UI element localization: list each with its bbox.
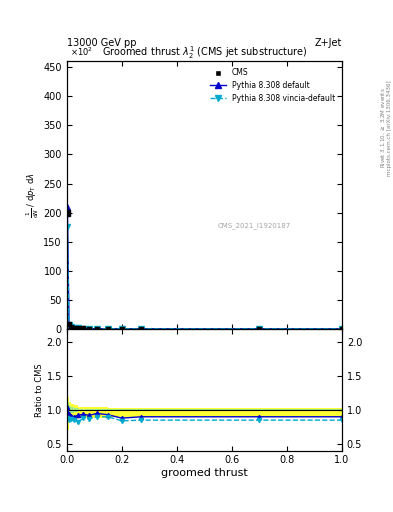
Pythia 8.308 default [75, 325, 80, 331]
Legend: CMS, Pythia 8.308 default, Pythia 8.308 vincia-default: CMS, Pythia 8.308 default, Pythia 8.308 … [208, 65, 338, 106]
Pythia 8.308 vincia-default [257, 326, 262, 332]
Pythia 8.308 default [86, 326, 91, 332]
Text: mcplots.cern.ch [arXiv:1306.3436]: mcplots.cern.ch [arXiv:1306.3436] [387, 80, 391, 176]
Pythia 8.308 vincia-default [72, 325, 76, 331]
Pythia 8.308 vincia-default [68, 324, 73, 330]
Pythia 8.308 vincia-default [65, 224, 70, 230]
Pythia 8.308 vincia-default [139, 326, 143, 332]
Y-axis label: Ratio to CMS: Ratio to CMS [35, 363, 44, 417]
Pythia 8.308 vincia-default [119, 326, 124, 332]
Text: Z+Jet: Z+Jet [314, 38, 342, 48]
Pythia 8.308 default [139, 326, 143, 332]
Y-axis label: $\frac{1}{\mathrm{d}N}$ / $\mathrm{d}p_\mathrm{T}$ $\mathrm{d}\lambda$: $\frac{1}{\mathrm{d}N}$ / $\mathrm{d}p_\… [24, 172, 40, 218]
Text: Rivet 3.1.10, $\geq$ 3.2M events: Rivet 3.1.10, $\geq$ 3.2M events [379, 88, 387, 168]
Pythia 8.308 default [81, 326, 86, 332]
Pythia 8.308 default [106, 326, 110, 332]
Pythia 8.308 default [65, 204, 70, 210]
Line: Pythia 8.308 vincia-default: Pythia 8.308 vincia-default [64, 224, 345, 332]
X-axis label: groomed thrust: groomed thrust [161, 468, 248, 478]
Title: Groomed thrust $\lambda_2^1$ (CMS jet substructure): Groomed thrust $\lambda_2^1$ (CMS jet su… [102, 44, 307, 61]
Pythia 8.308 vincia-default [75, 325, 80, 331]
Text: $\times 10^2$: $\times 10^2$ [70, 46, 92, 58]
Text: CMS_2021_I1920187: CMS_2021_I1920187 [218, 222, 291, 229]
Text: 13000 GeV pp: 13000 GeV pp [67, 38, 136, 48]
Pythia 8.308 default [68, 324, 73, 330]
Pythia 8.308 vincia-default [106, 326, 110, 332]
Pythia 8.308 default [67, 322, 72, 328]
Pythia 8.308 vincia-default [95, 326, 99, 332]
Pythia 8.308 vincia-default [81, 326, 86, 332]
Pythia 8.308 default [340, 326, 344, 332]
Pythia 8.308 vincia-default [86, 326, 91, 332]
Pythia 8.308 vincia-default [340, 326, 344, 332]
Line: Pythia 8.308 default: Pythia 8.308 default [64, 205, 345, 332]
Pythia 8.308 default [95, 326, 99, 332]
Pythia 8.308 vincia-default [67, 322, 72, 328]
Pythia 8.308 default [257, 326, 262, 332]
Pythia 8.308 default [119, 326, 124, 332]
Pythia 8.308 default [72, 325, 76, 331]
